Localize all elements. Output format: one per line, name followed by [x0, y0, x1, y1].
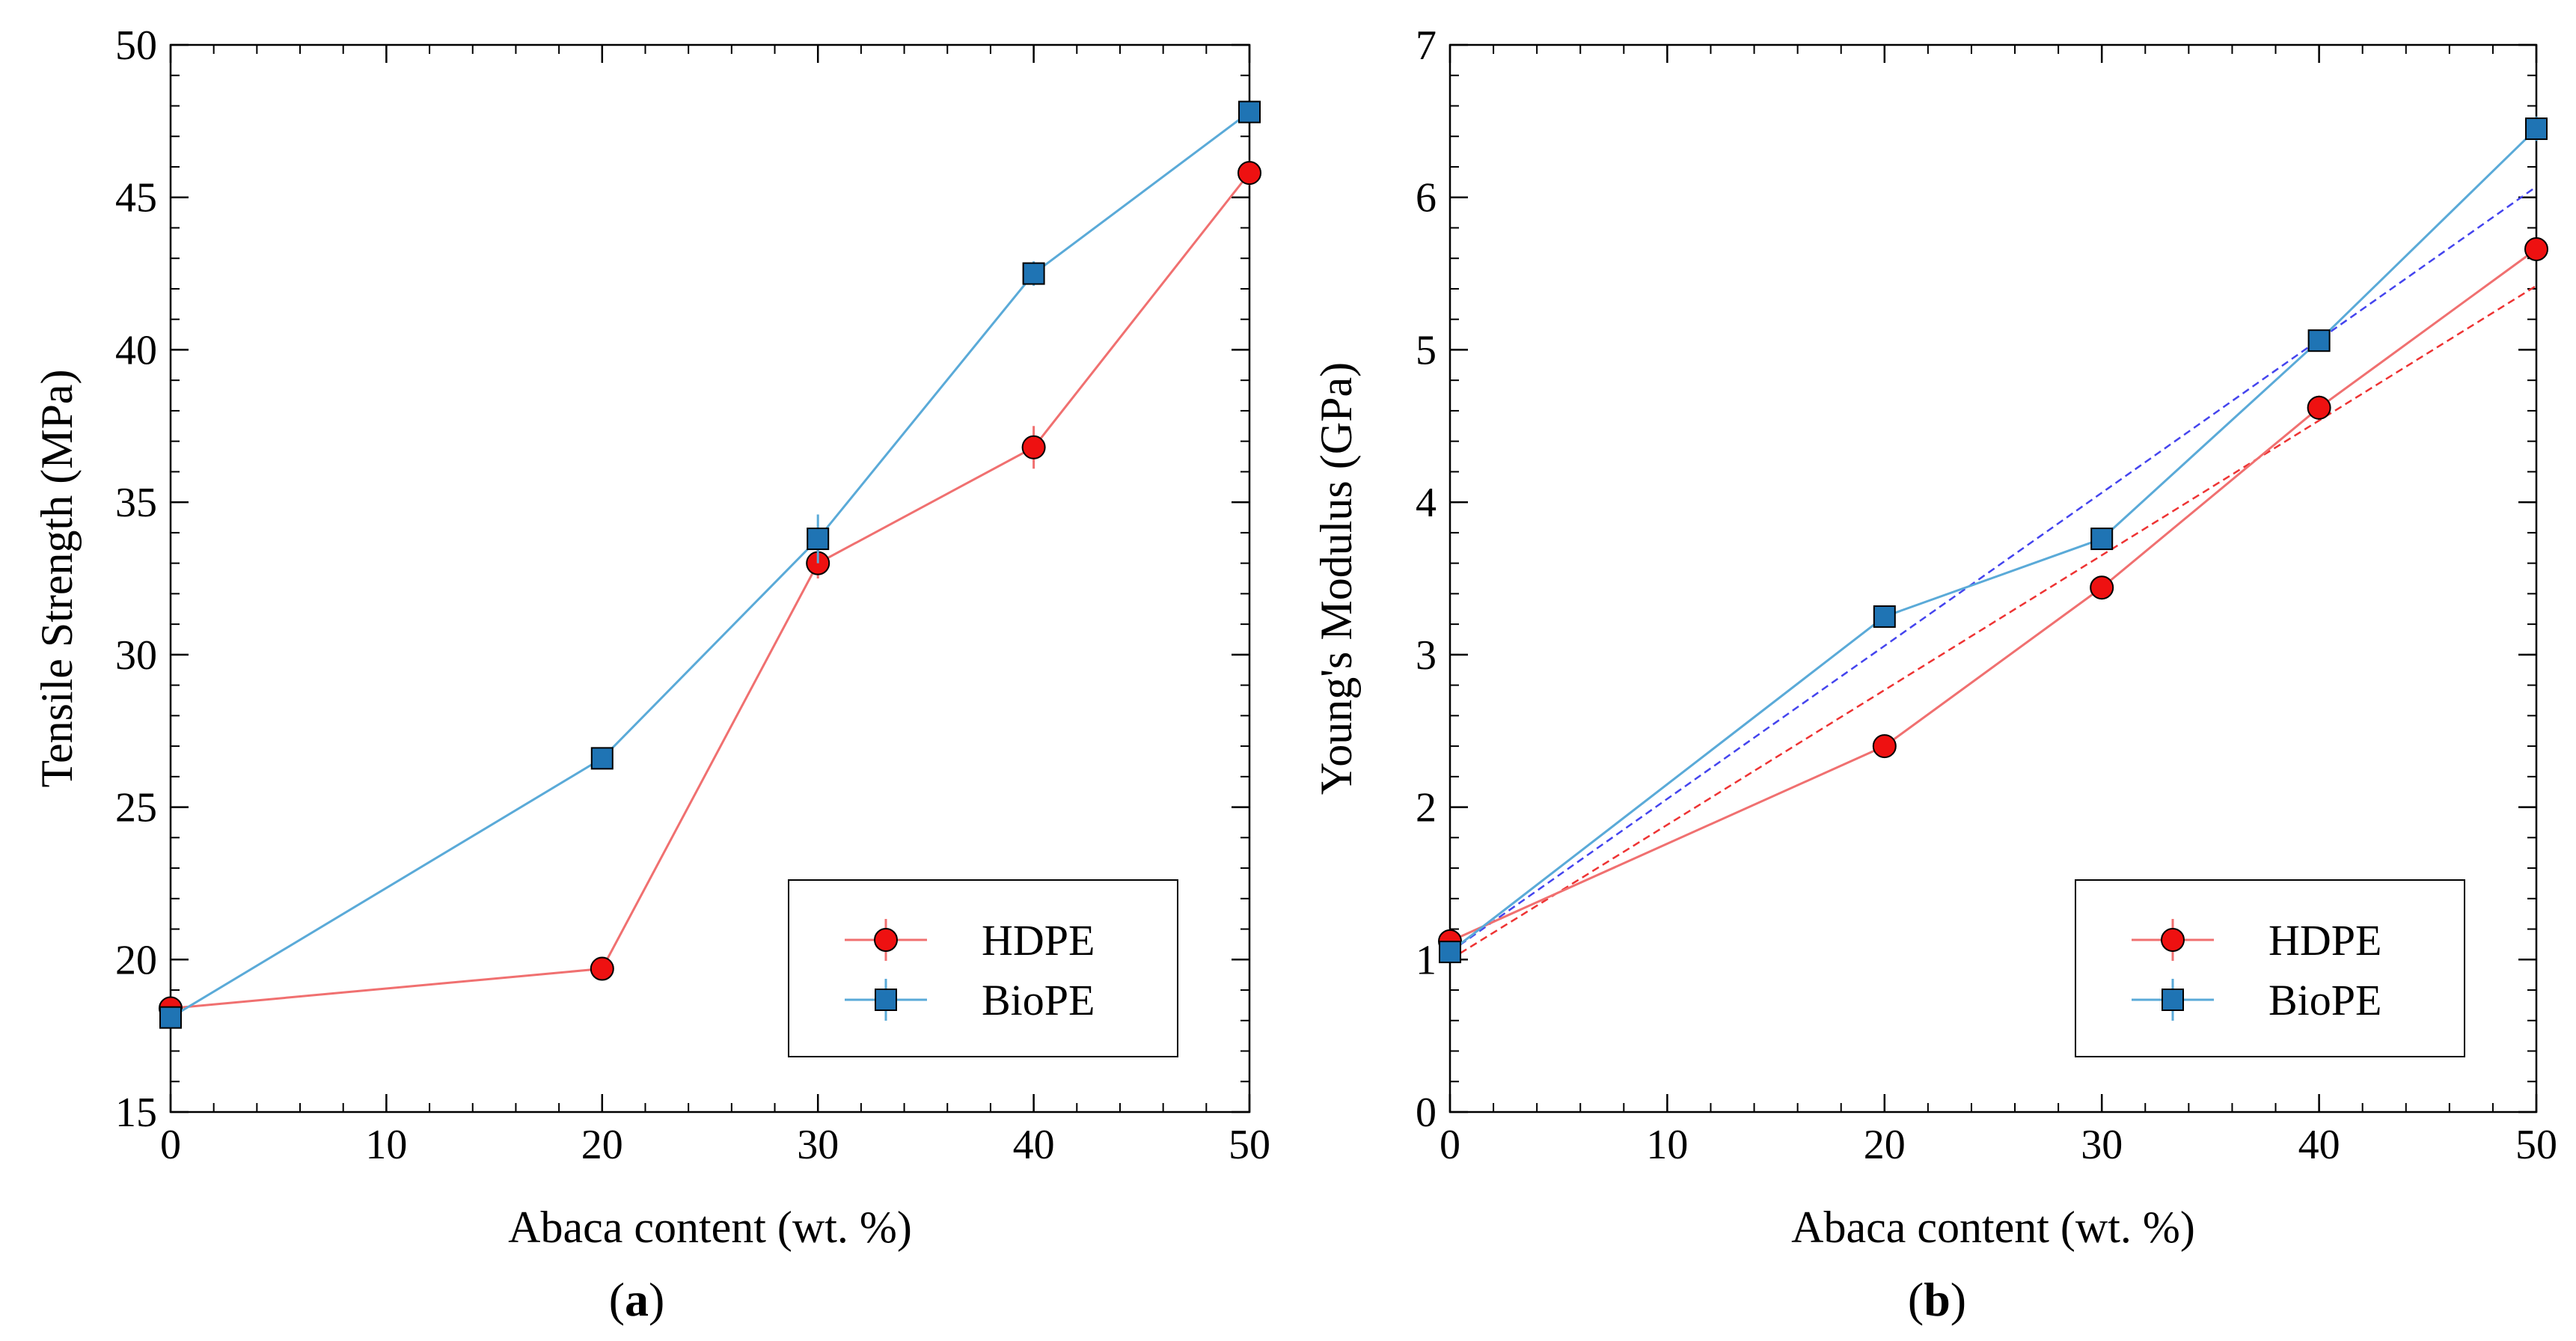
panel-b-y-tick-label: 6 [1416, 175, 1437, 222]
panel-a-x-tick-label: 10 [365, 1122, 407, 1168]
panel-a-biope-point [159, 1006, 182, 1029]
panel-a-plot-frame [169, 43, 1251, 1114]
panel-a-caption: (a) [609, 1273, 665, 1326]
panel-b-y-tick-label: 4 [1416, 480, 1437, 526]
panel-a-y-tick-label: 30 [115, 632, 157, 679]
panel-b-caption-open: ( [1908, 1273, 1924, 1326]
panel-b-x-tick-label: 10 [1646, 1122, 1688, 1168]
panel-b-y-tick-label: 2 [1416, 785, 1437, 831]
panel-b-x-tick-label: 0 [1440, 1122, 1460, 1168]
panel-a-y-axis-title: Tensile Strength (MPa) [32, 369, 82, 787]
panel-b-x-tick-label: 30 [2081, 1122, 2123, 1168]
panel-a-caption-letter: a [625, 1273, 649, 1326]
panel-b-x-axis-title: Abaca content (wt. %) [1791, 1203, 2195, 1252]
panel-b-hdpe-point [1872, 734, 1897, 759]
panel-a-y-tick-label: 35 [115, 480, 157, 526]
panel-b-legend-hdpe-marker [2161, 928, 2185, 952]
panel-a-x-tick-label: 40 [1013, 1122, 1055, 1168]
panel-a-legend-hdpe-marker [874, 928, 898, 952]
panel-b-hdpe-point [2307, 395, 2331, 420]
panel-b-y-axis-title: Young's Modulus (GPa) [1312, 362, 1361, 795]
panel-b-hdpe-fit-line [1449, 284, 2537, 961]
panel-b-x-tick-label: 40 [2298, 1122, 2340, 1168]
panel-b-legend-box [2075, 879, 2465, 1057]
panel-b-chart: 0 10 20 30 40 50 0 1 2 3 4 5 6 7 Abaca content (wt. %)… [1312, 22, 2557, 1326]
panel-b-caption-letter: b [1924, 1273, 1951, 1326]
panel-a-chart: 0 10 20 30 40 50 15 20 25 30 35 40 45 50 Abaca content… [32, 22, 1270, 1326]
panel-b-plot-frame [1448, 43, 2538, 1114]
panel-a-hdpe-point [590, 956, 614, 981]
panel-a-caption-close: ) [649, 1273, 664, 1326]
panel-a-x-tick-label: 50 [1229, 1122, 1270, 1168]
panel-b-biope-fit-line [1449, 186, 2537, 953]
panel-b-x-tick-label: 20 [1864, 1122, 1906, 1168]
panel-a-biope-point [1022, 262, 1045, 285]
panel-b-legend-biope-marker [2162, 989, 2184, 1011]
panel-b-hdpe-point [2090, 575, 2114, 600]
panel-b-legend-biope-label: BioPE [2268, 976, 2382, 1024]
panel-b-caption: (b) [1908, 1273, 1966, 1326]
panel-a-legend-hdpe-label: HDPE [982, 916, 1095, 965]
panel-b-y-tick-label: 1 [1416, 937, 1437, 983]
panel-b-biope-point [1439, 941, 1461, 964]
panel-a-x-tick-label: 30 [797, 1122, 839, 1168]
panel-b-y-tick-label: 3 [1416, 632, 1437, 679]
panel-b-y-tick-label: 7 [1416, 22, 1437, 69]
panel-b-biope-point [2090, 528, 2114, 551]
panel-b-x-tick-label: 50 [2515, 1122, 2557, 1168]
panel-a-y-tick-label: 50 [115, 22, 157, 69]
panel-b-y-tick-label: 5 [1416, 327, 1437, 373]
panel-b-caption-close: ) [1951, 1273, 1966, 1326]
panel-b-biope-point [2525, 117, 2548, 141]
panel-a-legend-biope-marker [875, 989, 897, 1011]
panel-a-legend-box [788, 879, 1178, 1057]
panel-a-biope-point [1238, 100, 1261, 123]
panel-b-y-tick-label: 0 [1416, 1090, 1437, 1136]
panel-b-biope-point [2307, 329, 2331, 352]
panel-a-y-tick-label: 15 [115, 1090, 157, 1136]
panel-a-y-tick-label: 45 [115, 175, 157, 222]
panel-a-caption-open: ( [609, 1273, 625, 1326]
panel-a-y-tick-label: 40 [115, 327, 157, 373]
panel-a-y-tick-label: 20 [115, 937, 157, 983]
panel-b-legend-hdpe-label: HDPE [2268, 916, 2381, 965]
panel-a-hdpe-point [1237, 161, 1261, 186]
panel-a-x-tick-label: 20 [581, 1122, 623, 1168]
panel-a-x-tick-label: 0 [160, 1122, 181, 1168]
panel-a-biope-point [590, 747, 614, 770]
panel-a-legend-biope-label: BioPE [982, 976, 1095, 1024]
panel-a-biope-point [807, 528, 830, 551]
panel-a-y-tick-label: 25 [115, 785, 157, 831]
panel-a-x-axis-title: Abaca content (wt. %) [508, 1203, 912, 1252]
panel-b-hdpe-point [2524, 236, 2548, 261]
panel-a-hdpe-point [1021, 435, 1046, 459]
panel-b-biope-point [1873, 605, 1896, 628]
